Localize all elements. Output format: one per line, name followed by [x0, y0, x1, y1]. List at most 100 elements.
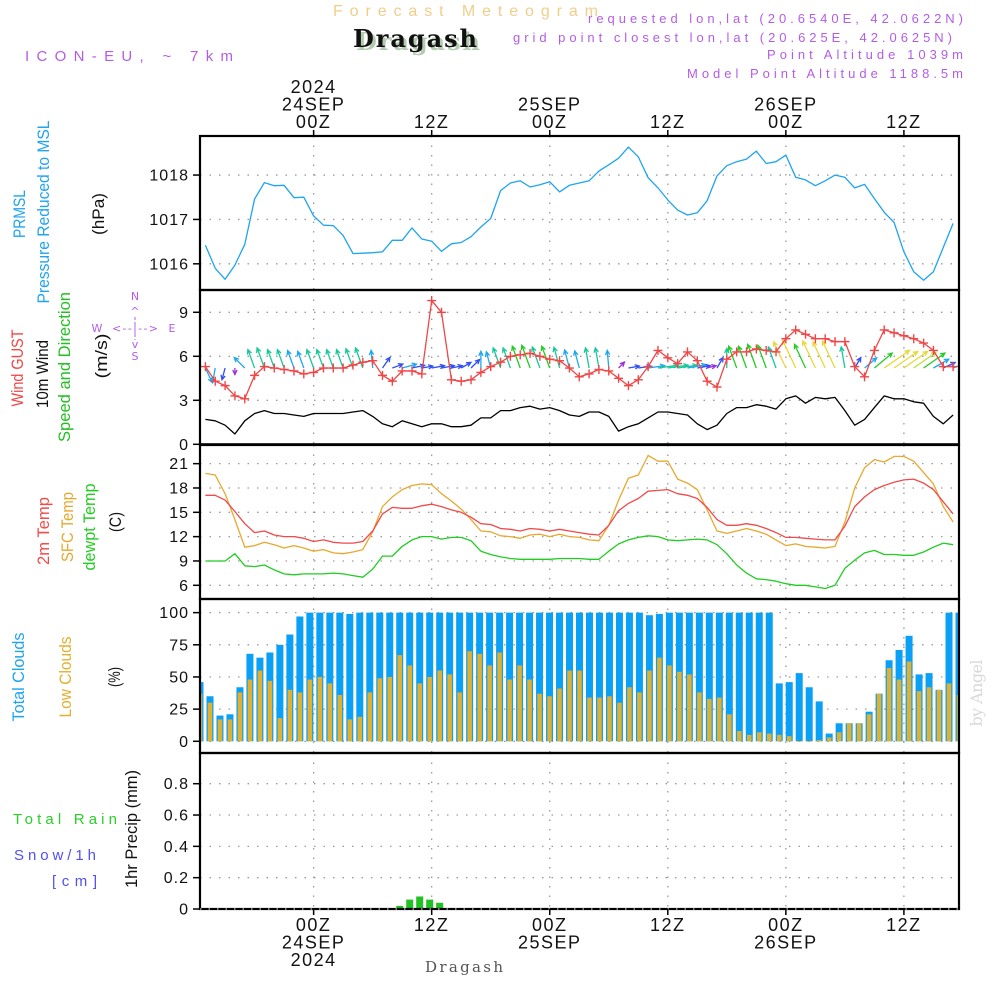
temp-plot-area: [205, 454, 954, 590]
y-tick-label: 1018: [149, 168, 189, 185]
y-tick-label: 6: [179, 349, 189, 366]
wind-gust-marker: [712, 382, 722, 392]
wind-gust-marker: [496, 357, 506, 367]
wind-arrow: [470, 358, 481, 369]
wind-gust-marker: [899, 331, 909, 341]
bottom-time-label: 00Z: [532, 915, 568, 935]
wind-arrow: [421, 364, 435, 370]
low-clouds-label: Low Clouds: [56, 637, 75, 718]
wind-gust-marker: [928, 345, 938, 355]
low-clouds-bar: [657, 657, 662, 742]
wind-gust-label: Wind GUST: [8, 330, 27, 407]
low-clouds-bar: [517, 665, 522, 742]
y-tick-label: 18: [169, 480, 189, 497]
wind-panel: 0 3 6 9: [179, 288, 961, 454]
wind-gust-marker: [732, 347, 742, 357]
y-tick-label: 75: [169, 637, 189, 654]
y-tick-label: 0: [179, 734, 189, 751]
low-clouds-bar: [327, 683, 333, 742]
y-tick-label: 12: [169, 529, 189, 546]
bottom-time-label: 12Z: [414, 915, 450, 935]
y-tick-label: 9: [179, 305, 189, 322]
compass-legend: N ^ W <--|--> E v S: [92, 290, 176, 363]
low-clouds-bar: [677, 671, 682, 742]
wind-gust-marker: [230, 391, 240, 401]
wind-gust-marker: [338, 363, 348, 373]
low-clouds-bar: [946, 683, 952, 742]
wind-arrow: [737, 344, 748, 369]
low-clouds-bar: [297, 692, 303, 742]
low-clouds-bar: [737, 731, 742, 742]
y-tick-label: 21: [169, 456, 189, 473]
total-clouds-bar: [955, 612, 959, 742]
wind-gust-marker: [427, 296, 437, 306]
wind-gust-marker: [623, 381, 633, 391]
low-clouds-bar: [457, 692, 462, 742]
low-clouds-bar: [597, 697, 602, 742]
wind-gust-marker: [820, 334, 830, 344]
wind-gust-marker: [417, 369, 427, 379]
total-clouds-bar: [705, 612, 713, 742]
low-clouds-bar: [307, 679, 313, 742]
bottom-time-label: 25SEP: [518, 933, 582, 953]
location-title-shadow: Dragash: [356, 27, 480, 56]
wind-arrow: [563, 348, 571, 369]
bottom-time-label: 00Z: [768, 915, 804, 935]
wind-gust-marker: [476, 367, 486, 377]
total-clouds-bar: [336, 612, 344, 742]
total-clouds-bar: [695, 612, 703, 742]
wind-arrow: [893, 350, 919, 369]
wind-arrow: [604, 348, 611, 369]
wind-gust-markers: [200, 296, 958, 404]
wind-gust-marker: [742, 347, 751, 357]
bottom-time-label: 26SEP: [754, 933, 818, 953]
low-clouds-bar: [846, 723, 852, 742]
wind-gust-marker: [879, 325, 889, 335]
low-clouds-bar: [377, 678, 383, 742]
total-clouds-bar: [755, 612, 763, 742]
low-clouds-bar: [277, 718, 283, 742]
total-clouds-bar: [556, 612, 564, 742]
y-tick-label: 0: [179, 902, 189, 919]
low-clouds-bar: [567, 670, 572, 742]
pressure-plot-area: [204, 146, 954, 281]
low-clouds-bar: [876, 693, 882, 742]
total-clouds-bar: [526, 612, 534, 742]
y-tick-label: 0.2: [164, 870, 189, 887]
wind-gust-marker: [250, 370, 260, 380]
low-clouds-bar: [257, 670, 263, 742]
wind-arrow: [864, 356, 878, 369]
point-altitude: Point Altitude 1039m: [767, 47, 963, 62]
top-time-label: 25SEP: [518, 95, 582, 115]
low-clouds-bar: [707, 698, 712, 742]
total-clouds-bar: [366, 612, 374, 742]
wind-gust-marker: [358, 357, 368, 367]
wind-gust-marker: [348, 360, 358, 370]
wind-arrow: [286, 349, 295, 369]
top-time-label: 24SEP: [282, 95, 346, 115]
top-time-label: 00Z: [532, 112, 568, 132]
total-clouds-bar: [536, 612, 544, 742]
wind-gust-marker: [869, 345, 879, 355]
total-clouds-bar: [775, 683, 783, 742]
chart-title: Forecast Meteogram: [333, 3, 598, 20]
temp-unit-label: (C): [106, 512, 125, 532]
compass-west: W: [92, 322, 103, 335]
low-clouds-bar: [477, 653, 482, 742]
wind-gust-marker: [771, 347, 781, 357]
wind-arrow: [727, 344, 738, 369]
precip-panel: 0 0.2 0.4 0.6 0.8: [164, 751, 961, 919]
wind-arrow: [812, 340, 826, 369]
total-clouds-bar: [306, 612, 314, 742]
total-clouds-bar: [745, 612, 753, 742]
total-rain-bar: [436, 902, 444, 909]
low-clouds-bar: [467, 651, 472, 742]
wind-arrow: [583, 346, 590, 369]
wind-gust-marker: [368, 356, 378, 366]
low-clouds-bar: [866, 714, 872, 742]
wind-plot-area: [200, 296, 959, 435]
wind-direction-label: Speed and Direction: [55, 292, 74, 442]
top-time-label: 12Z: [414, 112, 450, 132]
low-clouds-bar: [956, 694, 959, 742]
wind-gust-marker: [574, 372, 584, 382]
